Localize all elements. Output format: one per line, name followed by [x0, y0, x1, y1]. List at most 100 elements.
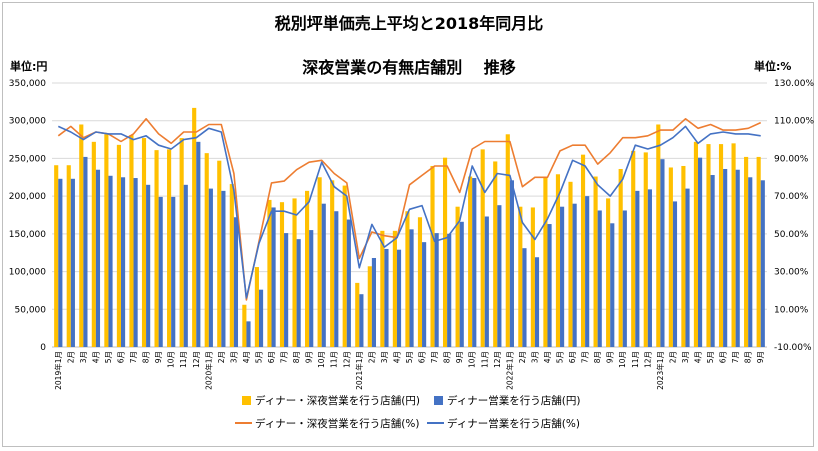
- bar-dinner-yen: [346, 219, 351, 347]
- legend-swatch: [434, 396, 443, 405]
- bar-dinner-late-night-yen: [167, 149, 172, 347]
- x-axis-tick-label: 3月: [681, 351, 690, 363]
- x-axis-tick-label: 5月: [104, 351, 113, 363]
- bar-dinner-yen: [196, 141, 201, 347]
- bar-dinner-late-night-yen: [530, 207, 535, 347]
- bar-dinner-late-night-yen: [656, 124, 661, 347]
- x-axis-tick-label: 3月: [380, 351, 389, 363]
- left-axis-tick-label: 250,000: [9, 154, 46, 164]
- x-axis-tick-label: 5月: [706, 351, 715, 363]
- bar-dinner-late-night-yen: [141, 138, 147, 347]
- bar-dinner-yen: [334, 211, 339, 347]
- bar-dinner-late-night-yen: [718, 144, 724, 347]
- bar-dinner-late-night-yen: [204, 153, 209, 347]
- bar-dinner-yen: [296, 239, 301, 347]
- bar-dinner-late-night-yen: [355, 282, 360, 347]
- x-axis-tick-label: 12月: [643, 351, 652, 368]
- x-axis-tick-label: 8月: [142, 351, 151, 363]
- bar-dinner-late-night-yen: [568, 181, 573, 347]
- bar-dinner-yen: [133, 178, 138, 347]
- left-axis-unit: 単位:円: [10, 60, 48, 73]
- x-axis-tick-label: 11月: [631, 351, 640, 368]
- x-axis-tick-label: 2月: [217, 351, 226, 363]
- bar-dinner-yen: [622, 210, 627, 347]
- bar-dinner-late-night-yen: [555, 174, 561, 347]
- bar-dinner-yen: [146, 184, 151, 347]
- bar-dinner-yen: [359, 294, 364, 347]
- bar-dinner-yen: [723, 168, 728, 347]
- bar-dinner-yen: [748, 177, 753, 347]
- right-axis-tick-label: 30.00%: [774, 268, 809, 278]
- bar-dinner-late-night-yen: [392, 230, 397, 347]
- bar-dinner-late-night-yen: [317, 177, 322, 347]
- bar-dinner-yen: [610, 223, 615, 347]
- bar-dinner-late-night-yen: [116, 144, 121, 347]
- x-axis-tick-label: 2022年1月: [504, 351, 514, 390]
- x-axis-tick-label: 11月: [480, 351, 489, 368]
- x-axis-tick-label: 8月: [443, 351, 452, 363]
- x-axis-tick-label: 4月: [543, 351, 552, 363]
- bar-dinner-late-night-yen: [242, 304, 247, 347]
- bar-dinner-yen: [522, 248, 527, 347]
- legend-label: ディナー営業を行う店舗(円): [447, 394, 580, 407]
- bar-dinner-yen: [547, 224, 552, 347]
- bar-dinner-late-night-yen: [154, 150, 159, 347]
- x-axis-tick-label: 2月: [66, 351, 75, 363]
- x-axis-tick-label: 4月: [242, 351, 251, 363]
- x-axis-tick-label: 6月: [267, 351, 276, 363]
- bar-dinner-late-night-yen: [518, 206, 523, 347]
- x-axis-tick-label: 2019年1月: [53, 351, 63, 390]
- bar-dinner-late-night-yen: [405, 211, 410, 347]
- bar-dinner-yen: [95, 169, 101, 347]
- bar-dinner-late-night-yen: [631, 150, 636, 347]
- bar-dinner-late-night-yen: [480, 149, 485, 347]
- bar-dinner-yen: [497, 205, 502, 347]
- bar-dinner-yen: [735, 169, 740, 347]
- bar-dinner-yen: [572, 203, 577, 347]
- x-axis-tick-label: 9月: [756, 351, 765, 363]
- x-axis-tick-label: 9月: [305, 351, 314, 363]
- x-axis-tick-label: 6月: [116, 351, 125, 363]
- bar-dinner-yen: [309, 230, 314, 347]
- bar-dinner-yen: [698, 157, 703, 347]
- line-dinner-percent: [57, 125, 761, 299]
- x-axis-tick-label: 11月: [179, 351, 188, 368]
- bar-dinner-yen: [434, 233, 439, 347]
- bar-dinner-yen: [158, 196, 163, 347]
- x-axis-tick-label: 12月: [192, 351, 201, 368]
- x-axis-tick-label: 10月: [618, 351, 627, 368]
- bar-dinner-late-night-yen: [79, 124, 84, 347]
- legend-label: ディナー営業を行う店舗(%): [447, 417, 580, 430]
- left-axis-tick-label: 100,000: [9, 268, 46, 278]
- right-axis-tick-label: 70.00%: [774, 192, 809, 202]
- bar-dinner-late-night-yen: [731, 143, 736, 347]
- x-axis-tick-label: 2020年1月: [203, 351, 213, 390]
- bar-dinner-late-night-yen: [192, 107, 197, 348]
- bar-dinner-yen: [585, 196, 590, 347]
- bar-dinner-late-night-yen: [417, 217, 423, 347]
- x-axis-tick-label: 8月: [292, 351, 301, 363]
- bar-dinner-yen: [710, 175, 715, 347]
- x-axis-tick-label: 2023年1月: [655, 351, 665, 390]
- bar-dinner-yen: [484, 216, 489, 347]
- bar-dinner-late-night-yen: [505, 134, 510, 347]
- bar-dinner-late-night-yen: [580, 154, 586, 347]
- bar-dinner-yen: [509, 180, 514, 347]
- bar-dinner-late-night-yen: [430, 165, 435, 347]
- x-axis-tick-label: 3月: [229, 351, 238, 363]
- bar-dinner-late-night-yen: [706, 144, 711, 347]
- left-axis-tick-label: 300,000: [9, 117, 46, 127]
- x-axis-tick-label: 10月: [167, 351, 176, 368]
- x-axis-tick-label: 10月: [468, 351, 477, 368]
- bar-dinner-yen: [371, 257, 377, 347]
- bar-dinner-yen: [685, 188, 690, 347]
- bar-dinner-yen: [284, 233, 289, 347]
- bar-dinner-late-night-yen: [129, 135, 134, 347]
- bar-dinner-yen: [233, 217, 239, 347]
- legend-swatch: [242, 396, 251, 405]
- left-axis-tick-label: 0: [40, 343, 46, 353]
- bar-dinner-late-night-yen: [279, 202, 285, 347]
- bar-dinner-late-night-yen: [643, 152, 648, 347]
- bar-dinner-late-night-yen: [254, 267, 259, 347]
